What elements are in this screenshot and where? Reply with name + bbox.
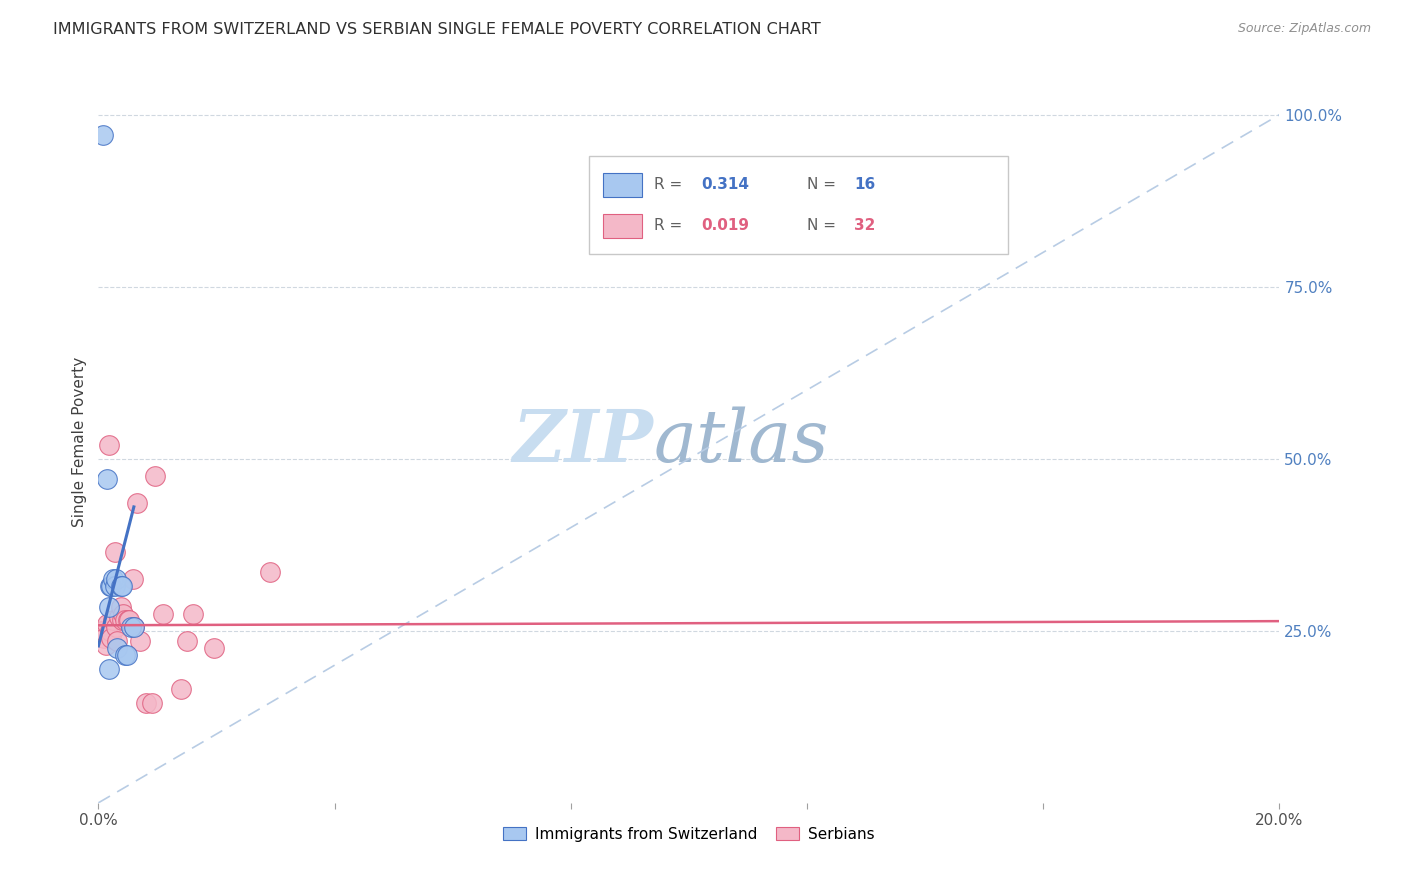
Point: [141, 696, 163, 710]
Point: [98, 438, 121, 452]
Point: [103, 614, 125, 628]
Point: [128, 634, 150, 648]
Text: 16: 16: [855, 177, 876, 192]
Point: [110, 599, 132, 614]
Text: N =: N =: [807, 177, 841, 192]
Text: IMMIGRANTS FROM SWITZERLAND VS SERBIAN SINGLE FEMALE POVERTY CORRELATION CHART: IMMIGRANTS FROM SWITZERLAND VS SERBIAN S…: [53, 22, 821, 37]
Point: [121, 572, 143, 586]
Point: [91, 624, 114, 638]
Point: [105, 620, 128, 634]
Text: R =: R =: [654, 218, 686, 233]
Point: [202, 640, 225, 655]
Point: [118, 614, 141, 628]
Point: [176, 634, 198, 648]
Legend: Immigrants from Switzerland, Serbians: Immigrants from Switzerland, Serbians: [495, 819, 883, 849]
Point: [103, 572, 125, 586]
Point: [100, 631, 122, 645]
Point: [170, 682, 193, 697]
Text: 0.314: 0.314: [700, 177, 749, 192]
Point: [135, 696, 157, 710]
Text: N =: N =: [807, 218, 841, 233]
Point: [181, 607, 204, 621]
Text: ZIP: ZIP: [513, 406, 654, 477]
Point: [143, 469, 166, 483]
Point: [105, 572, 128, 586]
Point: [98, 599, 121, 614]
Point: [117, 614, 139, 628]
Point: [259, 566, 281, 580]
Point: [108, 610, 131, 624]
Text: R =: R =: [654, 177, 686, 192]
Point: [98, 662, 121, 676]
Point: [98, 579, 121, 593]
Point: [114, 648, 136, 662]
Point: [104, 544, 127, 558]
FancyBboxPatch shape: [589, 156, 1008, 253]
Point: [122, 620, 145, 634]
Point: [111, 579, 134, 593]
Point: [110, 579, 132, 593]
FancyBboxPatch shape: [603, 214, 641, 238]
Point: [96, 472, 118, 486]
Point: [120, 620, 142, 634]
Point: [105, 640, 128, 655]
Point: [122, 620, 145, 634]
Point: [94, 638, 117, 652]
Point: [90, 624, 112, 638]
FancyBboxPatch shape: [603, 173, 641, 196]
Point: [104, 579, 127, 593]
Text: atlas: atlas: [654, 406, 830, 477]
Text: 32: 32: [855, 218, 876, 233]
Text: Source: ZipAtlas.com: Source: ZipAtlas.com: [1237, 22, 1371, 36]
Point: [152, 607, 174, 621]
Point: [114, 614, 136, 628]
Text: 0.019: 0.019: [700, 218, 749, 233]
Point: [98, 624, 121, 638]
Point: [91, 128, 114, 143]
Point: [100, 579, 122, 593]
Point: [112, 607, 135, 621]
Point: [105, 634, 128, 648]
Point: [96, 616, 118, 631]
Point: [111, 614, 134, 628]
Point: [125, 496, 148, 510]
Point: [115, 648, 138, 662]
Point: [93, 631, 115, 645]
Y-axis label: Single Female Poverty: Single Female Poverty: [72, 357, 87, 526]
